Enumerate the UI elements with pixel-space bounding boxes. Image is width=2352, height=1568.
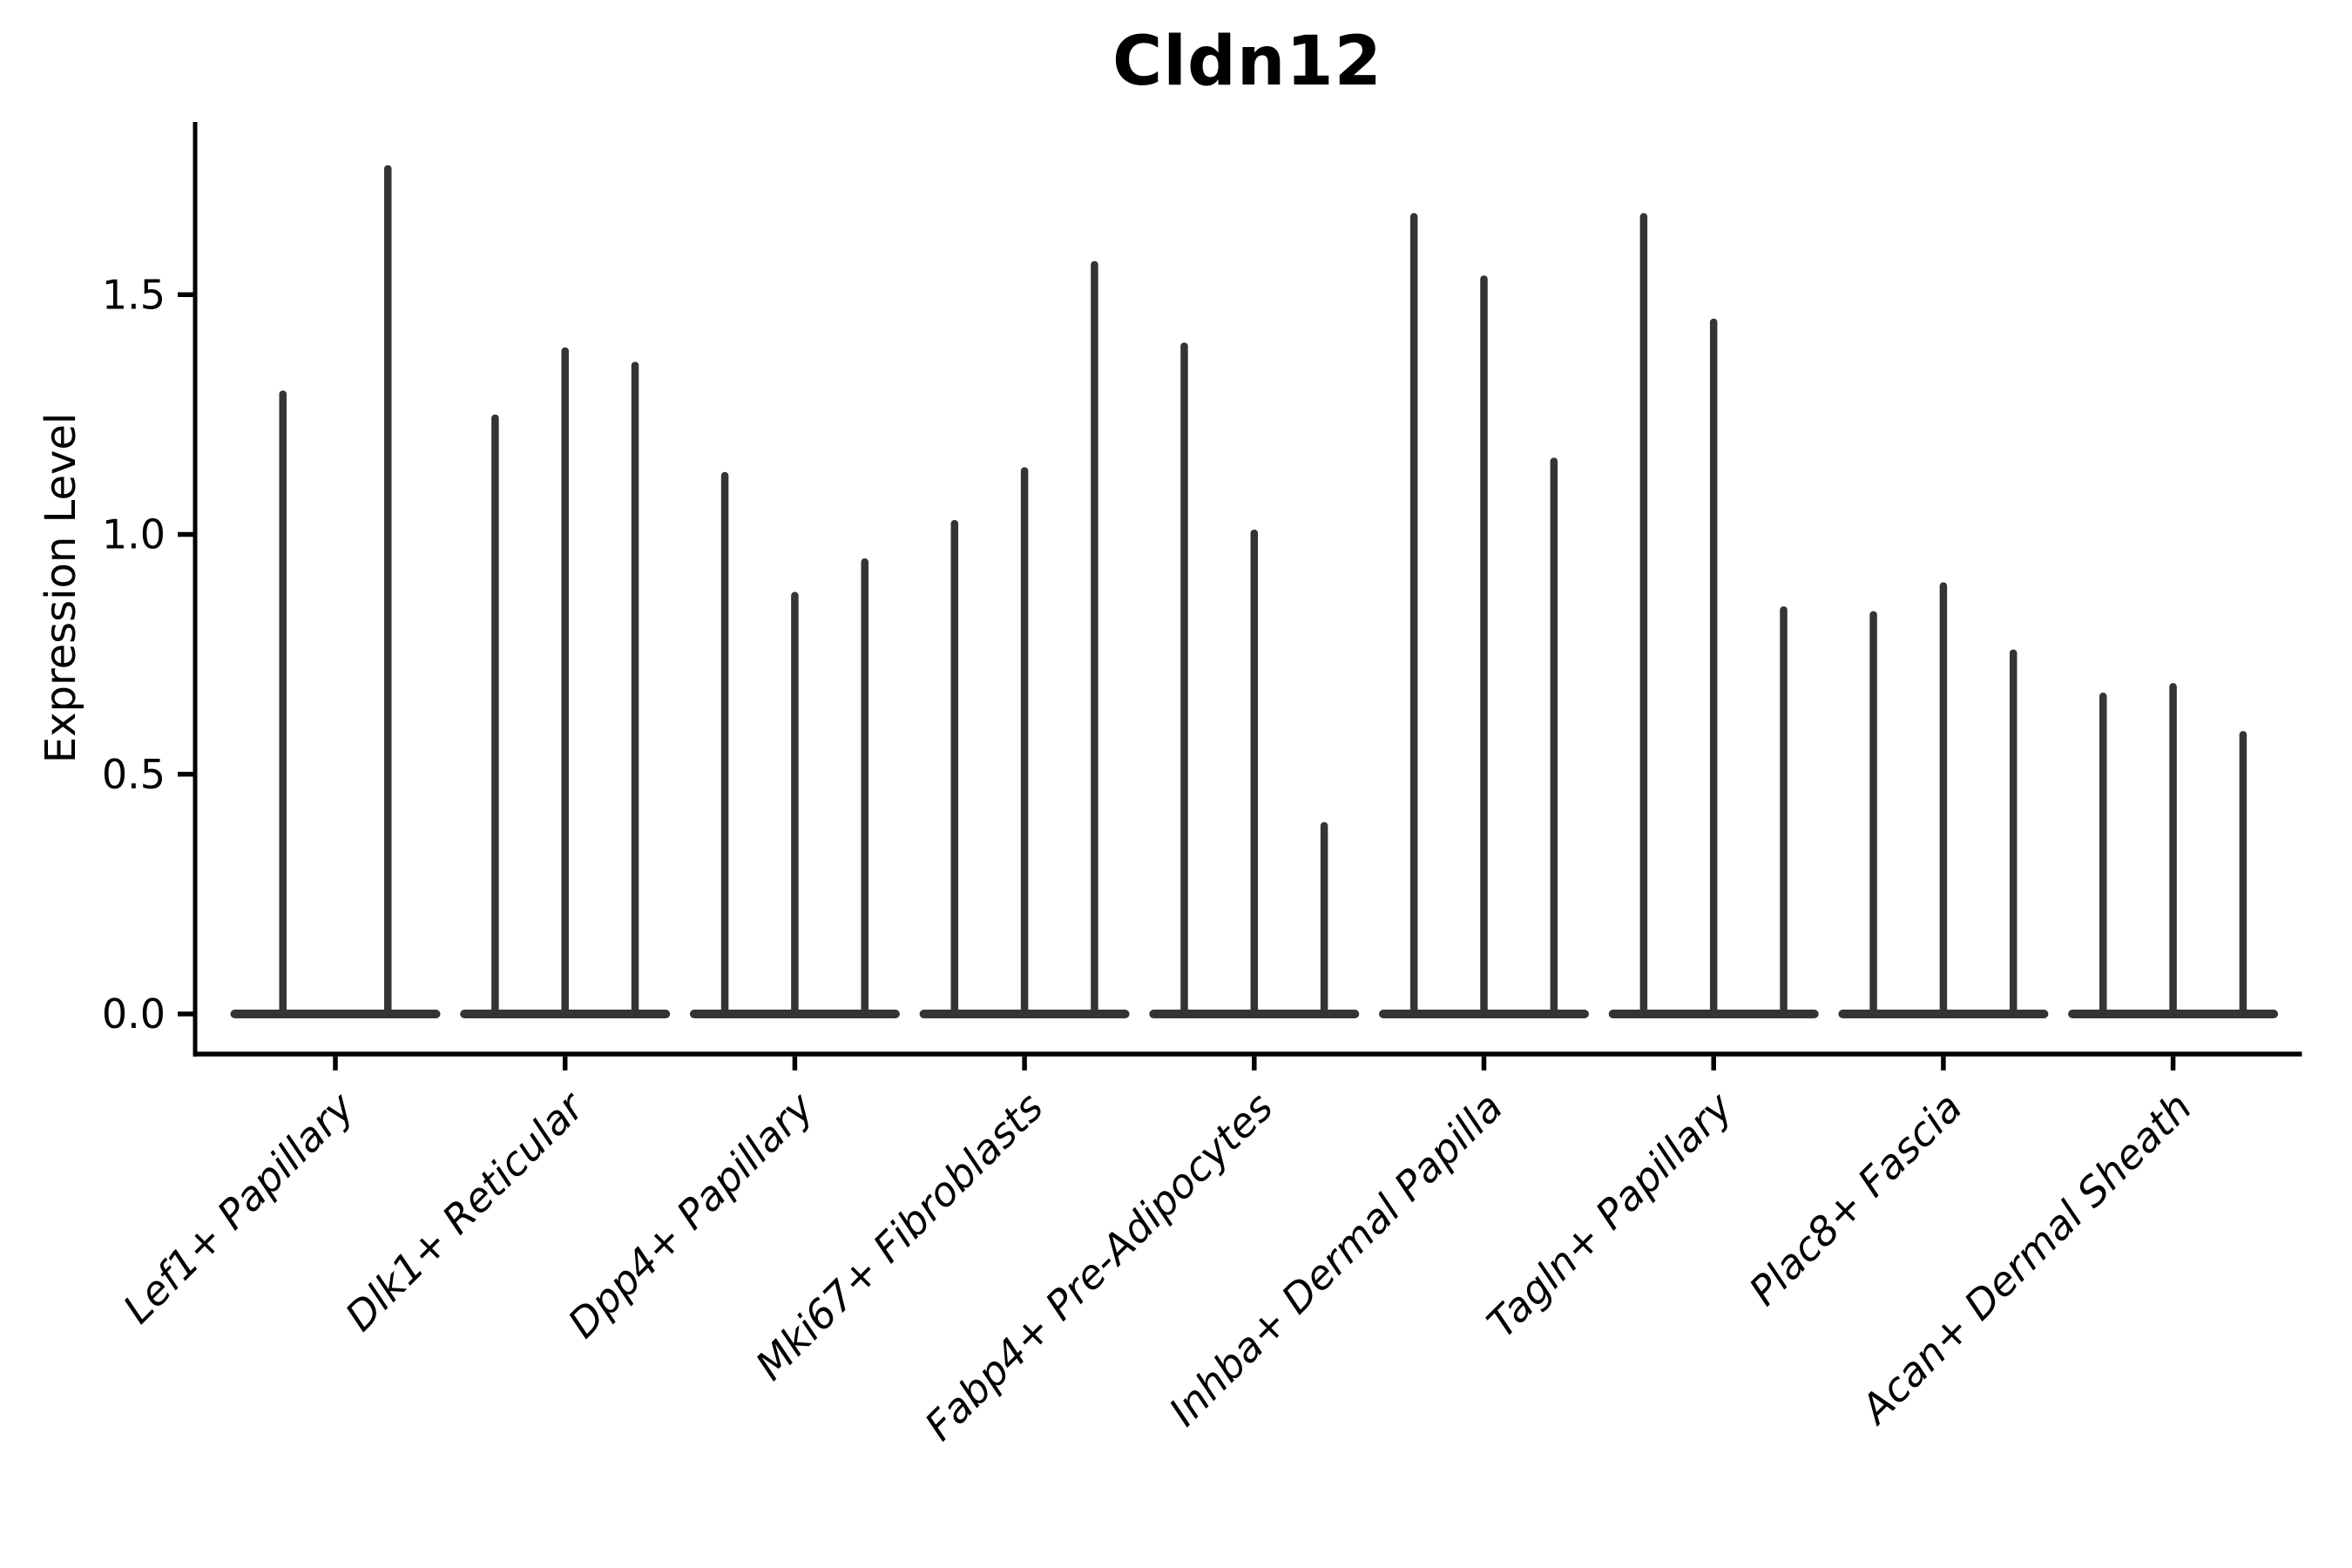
- violin-spike: [2169, 683, 2177, 1014]
- x-tick: [1252, 1056, 1257, 1071]
- violin-group-4: Mki67+ Fibroblasts: [747, 260, 1130, 1389]
- violin-spike: [1869, 611, 1877, 1014]
- x-tick-label: Dpp4+ Papillary: [559, 1083, 823, 1347]
- violin-spike: [279, 390, 287, 1015]
- y-tick: [178, 1011, 193, 1017]
- violin-spike: [861, 558, 868, 1014]
- y-tick-label: 0.5: [102, 751, 166, 798]
- y-tick: [178, 772, 193, 777]
- chart-title: Cldn12: [1112, 23, 1382, 101]
- violin-group-1: Lef1+ Papillary: [114, 165, 441, 1333]
- violin-spike: [2009, 649, 2017, 1014]
- violin-spike: [1020, 467, 1029, 1014]
- x-tick: [1711, 1056, 1716, 1071]
- violin-spike: [1409, 213, 1418, 1015]
- y-tick: [178, 531, 193, 537]
- violin-spike: [1091, 260, 1098, 1015]
- violin-spike: [1480, 275, 1488, 1015]
- violin-group-3: Dpp4+ Papillary: [559, 471, 900, 1347]
- x-tick-label: Lef1+ Papillary: [114, 1083, 363, 1332]
- violin-spike: [1780, 606, 1788, 1014]
- violin-group-7: Tagln+ Papillary: [1478, 213, 1819, 1347]
- x-tick-label: Plac8+ Fascia: [1740, 1084, 1970, 1315]
- x-tick-label: Tagln+ Papillary: [1478, 1083, 1742, 1347]
- violin-zero-bar: [230, 1010, 441, 1018]
- x-tick: [333, 1056, 338, 1071]
- violin-spike: [2239, 731, 2247, 1014]
- violin-spike: [1550, 457, 1558, 1014]
- violin-spike: [791, 591, 799, 1014]
- x-tick-label: Dlk1+ Reticular: [336, 1081, 595, 1340]
- x-tick: [792, 1056, 798, 1071]
- violin-spike: [561, 347, 569, 1014]
- violin-group-9: Acan+ Dermal Sheath: [1850, 683, 2279, 1434]
- violin-group-6: Inhba+ Dermal Papilla: [1159, 213, 1589, 1435]
- y-tick: [178, 292, 193, 297]
- violin-spike: [1320, 821, 1328, 1014]
- x-tick: [1022, 1056, 1027, 1071]
- violin-spike: [491, 414, 499, 1014]
- violin-spike: [2099, 693, 2107, 1014]
- x-tick: [1481, 1056, 1487, 1071]
- y-tick-label: 0.0: [102, 990, 166, 1037]
- violin-spike: [950, 519, 959, 1014]
- violin-spike: [1639, 213, 1648, 1015]
- violin-spike: [1250, 529, 1259, 1014]
- violin-spike: [720, 471, 729, 1014]
- violin-spike: [631, 362, 639, 1014]
- x-tick: [2170, 1056, 2176, 1071]
- violin-spike: [1180, 342, 1188, 1014]
- y-tick-label: 1.0: [102, 511, 166, 558]
- violin-spike: [384, 165, 392, 1015]
- x-tick: [562, 1056, 568, 1071]
- y-axis-spine: [193, 122, 198, 1057]
- x-tick: [1941, 1056, 1946, 1071]
- y-tick-label: 1.5: [102, 271, 166, 318]
- violin-spike: [1939, 582, 1948, 1014]
- violin-spike: [1709, 318, 1718, 1014]
- x-axis-spine: [193, 1051, 2302, 1057]
